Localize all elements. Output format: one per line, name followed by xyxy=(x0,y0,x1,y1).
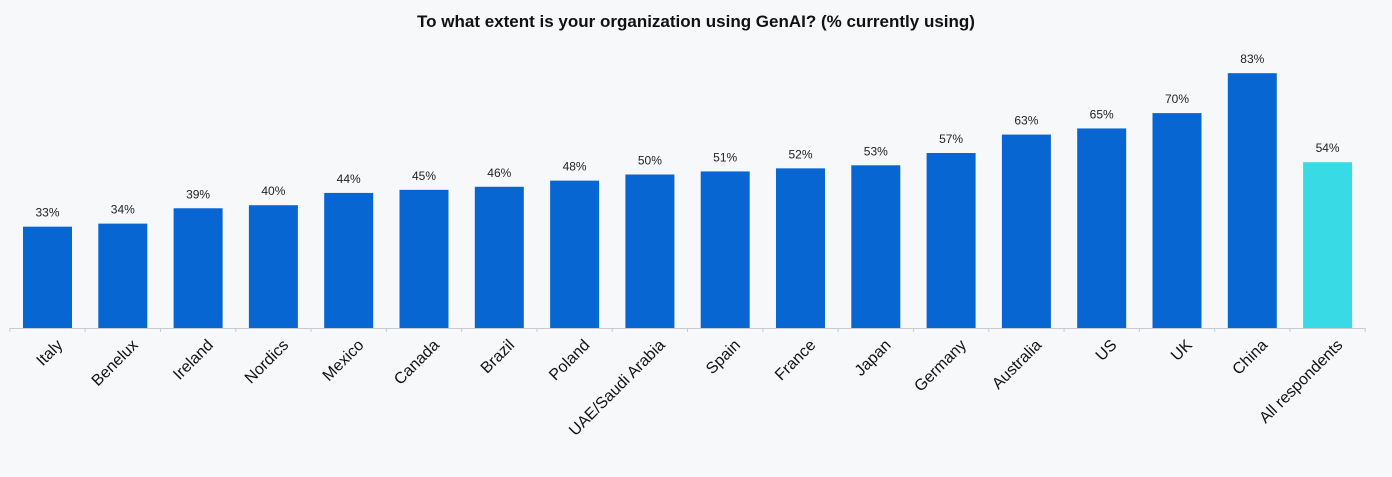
bar-canada xyxy=(399,189,449,328)
value-label-japan: 53% xyxy=(864,144,888,158)
value-label-us: 65% xyxy=(1090,107,1114,121)
value-label-nordics: 40% xyxy=(261,184,285,198)
bar-japan xyxy=(851,165,901,328)
bar-australia xyxy=(1001,134,1051,328)
x-tick-label-poland: Poland xyxy=(546,337,593,384)
value-label-germany: 57% xyxy=(939,132,963,146)
value-label-brazil: 46% xyxy=(487,166,511,180)
bar-italy xyxy=(23,226,72,328)
value-label-poland: 48% xyxy=(563,160,587,174)
x-tick-label-france: France xyxy=(772,337,819,384)
x-tick-label-italy: Italy xyxy=(34,337,67,370)
bar-poland xyxy=(550,180,600,328)
x-tick-label-canada: Canada xyxy=(391,337,443,389)
x-tick-label-germany: Germany xyxy=(911,337,970,396)
value-label-ireland: 39% xyxy=(186,187,210,201)
value-label-australia: 63% xyxy=(1014,114,1038,128)
x-tick-label-spain: Spain xyxy=(703,337,744,378)
bar-ireland xyxy=(173,208,223,328)
x-tick-labels-group: Italy Benelux Ireland Nordics Mexico Canada Br… xyxy=(34,337,1347,440)
value-label-uk: 70% xyxy=(1165,92,1189,106)
bar-spain xyxy=(700,171,750,328)
x-tick-label-uk: UK xyxy=(1168,337,1196,365)
bars-group xyxy=(23,73,1353,328)
value-label-italy: 33% xyxy=(35,206,59,220)
value-label-all-respondents: 54% xyxy=(1316,141,1340,155)
x-tick-label-brazil: Brazil xyxy=(478,337,518,377)
value-label-spain: 51% xyxy=(713,150,737,164)
x-tick-label-all-respondents: All respondents xyxy=(1256,337,1346,427)
chart-title: To what extent is your organization usin… xyxy=(417,12,975,31)
x-tick-label-mexico: Mexico xyxy=(320,337,368,385)
x-tick-label-china: China xyxy=(1230,337,1272,379)
value-label-france: 52% xyxy=(788,147,812,161)
value-labels-group: 33% 34% 39% 40% 44% 45% 46% 48% 50% 51% 52% 53% 57% 6… xyxy=(35,52,1339,220)
x-tick-label-us: US xyxy=(1093,337,1121,365)
bar-germany xyxy=(926,153,976,328)
bar-uk xyxy=(1152,113,1202,328)
bar-uae-saudi-arabia xyxy=(625,174,675,328)
value-label-benelux: 34% xyxy=(111,203,135,217)
x-tick-label-ireland: Ireland xyxy=(170,337,217,384)
x-ticks-group xyxy=(9,328,1366,332)
value-label-mexico: 44% xyxy=(337,172,361,186)
value-label-china: 83% xyxy=(1240,52,1264,66)
bar-all-respondents xyxy=(1303,162,1353,328)
bar-nordics xyxy=(248,205,298,328)
bar-brazil xyxy=(474,186,524,328)
bar-benelux xyxy=(98,223,148,328)
bar-mexico xyxy=(324,192,374,328)
x-tick-label-benelux: Benelux xyxy=(89,337,142,390)
bar-china xyxy=(1227,73,1277,328)
value-label-canada: 45% xyxy=(412,169,436,183)
x-tick-label-japan: Japan xyxy=(852,337,895,380)
x-tick-label-nordics: Nordics xyxy=(242,337,292,387)
bar-us xyxy=(1077,128,1127,328)
value-label-uae-saudi-arabia: 50% xyxy=(638,154,662,168)
x-tick-label-australia: Australia xyxy=(989,337,1045,393)
bar-france xyxy=(776,168,825,328)
